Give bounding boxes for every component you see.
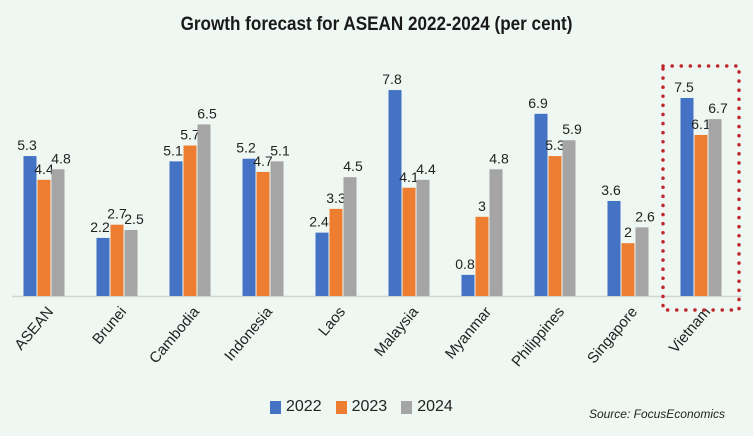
data-label: 5.1 bbox=[163, 142, 183, 158]
data-label: 2.7 bbox=[107, 206, 127, 222]
data-label: 6.7 bbox=[708, 100, 728, 116]
legend-label: 2022 bbox=[286, 398, 322, 415]
x-tick-label: Myanmar bbox=[442, 304, 495, 363]
bar-myanmar-2023 bbox=[475, 216, 489, 296]
data-label: 5.7 bbox=[180, 127, 200, 143]
bar-indonesia-2024 bbox=[270, 161, 284, 296]
bar-vietnam-2024 bbox=[708, 119, 722, 297]
x-tick-label: ASEAN bbox=[11, 304, 57, 354]
legend-item-2023: 2023 bbox=[335, 398, 388, 416]
x-tick-label: Malaysia bbox=[371, 303, 422, 360]
data-label: 3.6 bbox=[601, 182, 621, 198]
bar-myanmar-2022 bbox=[461, 274, 475, 296]
bar-laos-2023 bbox=[329, 208, 343, 296]
data-label: 6.1 bbox=[691, 116, 711, 132]
x-tick-label: Vietnam bbox=[666, 304, 714, 357]
data-label: 7.5 bbox=[674, 79, 694, 95]
bar-malaysia-2022 bbox=[388, 90, 402, 296]
bar-malaysia-2023 bbox=[402, 187, 416, 296]
x-tick-label: Indonesia bbox=[221, 303, 276, 364]
bar-indonesia-2022 bbox=[242, 158, 256, 296]
bar-cambodia-2024 bbox=[197, 124, 211, 297]
legend-label: 2023 bbox=[351, 398, 388, 415]
data-label: 2.5 bbox=[124, 211, 144, 227]
legend-swatch bbox=[335, 400, 347, 414]
x-tick-label: Laos bbox=[315, 304, 349, 340]
legend-swatch bbox=[401, 400, 413, 414]
data-label: 4.4 bbox=[416, 161, 436, 177]
data-label: 5.3 bbox=[17, 137, 37, 153]
bar-cambodia-2023 bbox=[183, 145, 197, 296]
data-label: 2.2 bbox=[90, 219, 110, 235]
data-label: 4.8 bbox=[51, 150, 71, 166]
data-label: 0.8 bbox=[455, 256, 475, 272]
bar-brunei-2023 bbox=[110, 224, 124, 296]
data-label: 3.3 bbox=[326, 190, 346, 206]
legend-label: 2024 bbox=[417, 398, 453, 415]
legend-item-2024: 2024 bbox=[401, 398, 453, 416]
bar-asean-2024 bbox=[51, 169, 65, 296]
data-label: 7.8 bbox=[382, 71, 402, 87]
x-tick-label: Brunei bbox=[89, 304, 130, 348]
bar-malaysia-2024 bbox=[416, 179, 430, 296]
source-note: Source: FocusEconomics bbox=[588, 407, 725, 421]
data-label: 3 bbox=[478, 198, 486, 214]
data-label: 2 bbox=[624, 224, 632, 240]
bar-philippines-2024 bbox=[562, 140, 576, 296]
chart-title: Growth forecast for ASEAN 2022-2024 (per… bbox=[180, 14, 573, 35]
bar-singapore-2024 bbox=[635, 227, 649, 296]
x-tick-label: Philippines bbox=[508, 304, 568, 371]
bar-singapore-2022 bbox=[607, 200, 621, 296]
legend-swatch bbox=[270, 400, 281, 414]
bar-cambodia-2022 bbox=[169, 161, 183, 296]
bar-brunei-2022 bbox=[96, 237, 110, 296]
data-label: 5.3 bbox=[545, 137, 565, 153]
bar-philippines-2022 bbox=[534, 113, 548, 296]
bar-vietnam-2022 bbox=[680, 98, 694, 296]
highlight-box bbox=[661, 64, 741, 312]
data-label: 4.7 bbox=[253, 153, 273, 169]
data-label: 4.8 bbox=[489, 150, 509, 166]
bar-philippines-2023 bbox=[548, 156, 562, 296]
x-tick-label: Cambodia bbox=[146, 303, 203, 367]
bar-singapore-2023 bbox=[621, 243, 635, 296]
data-label: 4.1 bbox=[399, 169, 419, 185]
data-label: 5.1 bbox=[270, 142, 290, 158]
data-label: 6.9 bbox=[528, 95, 548, 111]
bar-brunei-2024 bbox=[124, 230, 138, 296]
bar-laos-2024 bbox=[343, 177, 357, 296]
bar-vietnam-2023 bbox=[694, 134, 708, 296]
bar-laos-2022 bbox=[315, 232, 329, 296]
legend: 2022 2023 2024 bbox=[270, 398, 453, 416]
data-label: 5.2 bbox=[236, 140, 256, 156]
data-label: 6.5 bbox=[197, 105, 217, 121]
x-tick-label: Singapore bbox=[584, 304, 641, 367]
data-label: 4.5 bbox=[343, 158, 363, 174]
data-label: 5.9 bbox=[562, 121, 582, 137]
bar-asean-2023 bbox=[37, 179, 51, 296]
data-label: 4.4 bbox=[34, 161, 54, 177]
legend-item-2022: 2022 bbox=[270, 398, 322, 416]
data-label: 2.4 bbox=[309, 214, 329, 230]
bar-asean-2022 bbox=[23, 156, 37, 296]
data-label: 2.6 bbox=[635, 208, 655, 224]
bar-indonesia-2023 bbox=[256, 171, 270, 296]
bar-myanmar-2024 bbox=[489, 169, 503, 296]
